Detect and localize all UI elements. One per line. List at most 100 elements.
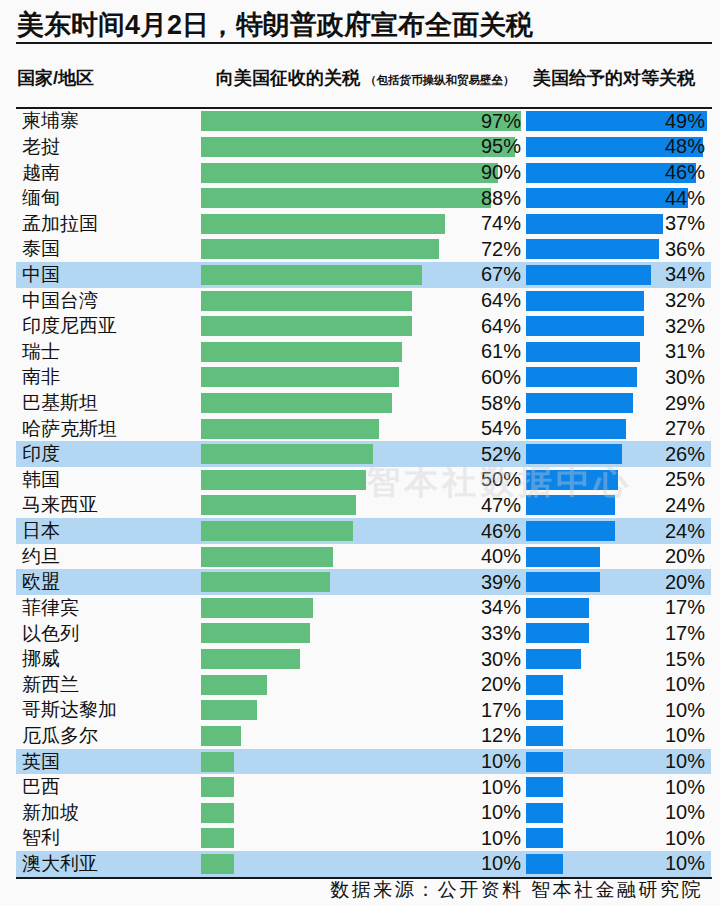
- charged-tariff-value: 20%: [401, 672, 521, 698]
- table-row: 英国10%10%: [0, 749, 720, 775]
- reciprocal-tariff-bar: [526, 726, 563, 746]
- charged-tariff-value: 39%: [401, 569, 521, 595]
- charged-tariff-bar: [201, 316, 412, 336]
- reciprocal-tariff-value: 17%: [585, 621, 705, 647]
- reciprocal-tariff-value: 10%: [585, 749, 705, 775]
- reciprocal-tariff-value: 10%: [585, 774, 705, 800]
- charged-tariff-value: 74%: [401, 211, 521, 237]
- charged-tariff-bar: [201, 367, 399, 387]
- charged-tariff-value: 17%: [401, 698, 521, 724]
- country-label: 南非: [22, 365, 202, 391]
- table-row: 中国67%34%: [0, 262, 720, 288]
- table-row: 南非60%30%: [0, 365, 720, 391]
- charged-tariff-value: 58%: [401, 390, 521, 416]
- reciprocal-tariff-value: 37%: [585, 211, 705, 237]
- country-label: 巴西: [22, 774, 202, 800]
- table-row: 欧盟 39% 20%: [0, 569, 720, 595]
- charged-tariff-value: 88%: [401, 185, 521, 211]
- table-row: 中国台湾64%32%: [0, 288, 720, 314]
- reciprocal-tariff-value: 10%: [585, 800, 705, 826]
- charged-tariff-value: 61%: [401, 339, 521, 365]
- charged-tariff-bar: [201, 854, 234, 874]
- country-label: 澳大利亚: [22, 851, 202, 877]
- table-row: 瑞士 61% 31%: [0, 339, 720, 365]
- country-label: 印度: [22, 441, 202, 467]
- table-row: 泰国72%36%: [0, 237, 720, 263]
- reciprocal-tariff-value: 34%: [585, 262, 705, 288]
- country-label: 柬埔寨: [22, 109, 202, 135]
- charged-tariff-value: 10%: [401, 800, 521, 826]
- table-row: 缅甸88%44%: [0, 185, 720, 211]
- charged-tariff-value: 64%: [401, 288, 521, 314]
- charged-tariff-value: 46%: [401, 518, 521, 544]
- country-label: 菲律宾: [22, 595, 202, 621]
- tariff-infographic: 美东时间4月2日，特朗普政府宣布全面关税 国家/地区 向美国征收的关税 （包括货…: [0, 0, 720, 906]
- table-row: 日本46%24%: [0, 518, 720, 544]
- reciprocal-tariff-value: 15%: [585, 646, 705, 672]
- table-row: 菲律宾34%17%: [0, 595, 720, 621]
- charged-tariff-value: 64%: [401, 313, 521, 339]
- page-title: 美东时间4月2日，特朗普政府宣布全面关税: [17, 7, 533, 43]
- table-row: 孟加拉国 74% 37%: [0, 211, 720, 237]
- charged-tariff-value: 54%: [401, 416, 521, 442]
- charged-tariff-bar: [201, 598, 313, 618]
- charged-tariff-value: 10%: [401, 851, 521, 877]
- table-row: 厄瓜多尔 12% 10%: [0, 723, 720, 749]
- reciprocal-tariff-bar: [526, 777, 563, 797]
- reciprocal-tariff-value: 36%: [585, 237, 705, 263]
- charged-tariff-bar: [201, 547, 333, 567]
- charged-tariff-value: 40%: [401, 544, 521, 570]
- country-label: 约旦: [22, 544, 202, 570]
- country-label: 欧盟: [22, 569, 202, 595]
- country-label: 老挝: [22, 134, 202, 160]
- country-label: 新加坡: [22, 800, 202, 826]
- country-label: 厄瓜多尔: [22, 723, 202, 749]
- country-label: 孟加拉国: [22, 211, 202, 237]
- table-row: 智利10%10%: [0, 826, 720, 852]
- reciprocal-tariff-value: 10%: [585, 826, 705, 852]
- column-header-reciprocal: 美国给予的对等关税: [533, 66, 695, 90]
- table-row: 澳大利亚 10% 10%: [0, 851, 720, 877]
- reciprocal-tariff-value: 32%: [585, 313, 705, 339]
- table-row: 新加坡 10% 10%: [0, 800, 720, 826]
- country-label: 缅甸: [22, 185, 202, 211]
- reciprocal-tariff-value: 27%: [585, 416, 705, 442]
- charged-tariff-value: 30%: [401, 646, 521, 672]
- charged-tariff-value: 72%: [401, 237, 521, 263]
- country-label: 巴基斯坦: [22, 390, 202, 416]
- table-row: 哈萨克斯坦 54% 27%: [0, 416, 720, 442]
- data-source: 数据来源：公开资料 智本社金融研究院: [330, 879, 703, 900]
- reciprocal-tariff-value: 20%: [585, 569, 705, 595]
- charged-tariff-bar: [201, 342, 402, 362]
- reciprocal-tariff-value: 10%: [585, 723, 705, 749]
- table-row: 约旦40%20%: [0, 544, 720, 570]
- reciprocal-tariff-value: 10%: [585, 851, 705, 877]
- reciprocal-tariff-value: 31%: [585, 339, 705, 365]
- charged-tariff-bar: [201, 291, 412, 311]
- charged-tariff-bar: [201, 777, 234, 797]
- country-label: 哈萨克斯坦: [22, 416, 202, 442]
- charged-tariff-bar: [201, 803, 234, 823]
- watermark: 智本社数据中心: [366, 464, 632, 498]
- reciprocal-tariff-value: 49%: [585, 109, 705, 135]
- reciprocal-tariff-value: 10%: [585, 672, 705, 698]
- charged-tariff-bar: [201, 623, 310, 643]
- country-label: 瑞士: [22, 339, 202, 365]
- charged-tariff-bar: [201, 470, 366, 490]
- charged-tariff-value: 97%: [401, 109, 521, 135]
- charged-tariff-bar: [201, 828, 234, 848]
- charged-tariff-bar: [201, 752, 234, 772]
- reciprocal-tariff-value: 48%: [585, 134, 705, 160]
- charged-tariff-value: 10%: [401, 749, 521, 775]
- country-label: 日本: [22, 518, 202, 544]
- reciprocal-tariff-bar: [526, 700, 563, 720]
- charged-tariff-bar: [201, 444, 373, 464]
- charged-tariff-value: 12%: [401, 723, 521, 749]
- reciprocal-tariff-value: 10%: [585, 698, 705, 724]
- table-row: 老挝95%48%: [0, 134, 720, 160]
- column-header-charged-note: （包括货币操纵和贸易壁垒）: [365, 74, 515, 86]
- charged-tariff-bar: [201, 393, 392, 413]
- country-label: 哥斯达黎加: [22, 698, 202, 724]
- table-row: 挪威30%15%: [0, 646, 720, 672]
- charged-tariff-value: 60%: [401, 365, 521, 391]
